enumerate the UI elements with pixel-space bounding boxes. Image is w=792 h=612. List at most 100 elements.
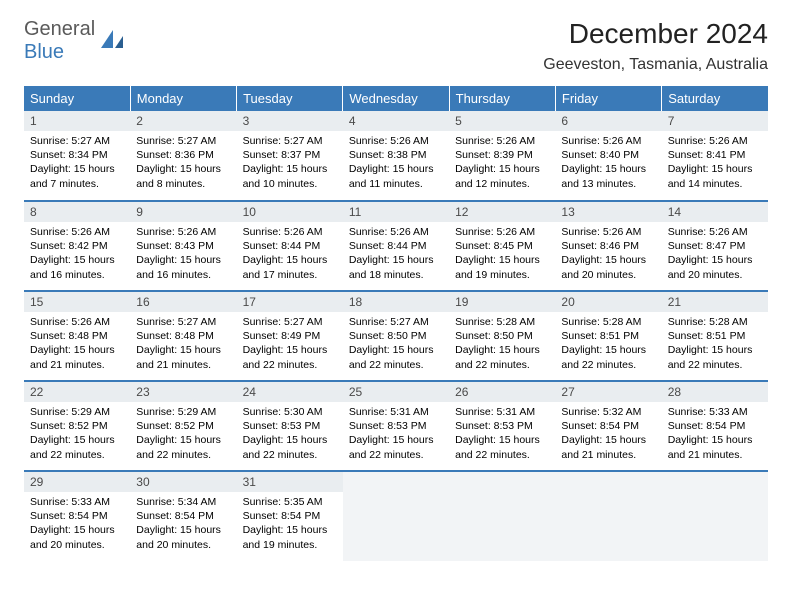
day-number: 22 xyxy=(24,382,130,402)
day-details: Sunrise: 5:32 AMSunset: 8:54 PMDaylight:… xyxy=(555,402,661,468)
day-details: Sunrise: 5:30 AMSunset: 8:53 PMDaylight:… xyxy=(237,402,343,468)
day-number: 5 xyxy=(449,111,555,131)
day-details: Sunrise: 5:27 AMSunset: 8:50 PMDaylight:… xyxy=(343,312,449,378)
day-details: Sunrise: 5:26 AMSunset: 8:38 PMDaylight:… xyxy=(343,131,449,197)
calendar-cell: 2Sunrise: 5:27 AMSunset: 8:36 PMDaylight… xyxy=(130,111,236,201)
calendar-cell: 31Sunrise: 5:35 AMSunset: 8:54 PMDayligh… xyxy=(237,471,343,561)
weekday-header: Sunday xyxy=(24,86,130,111)
calendar-table: Sunday Monday Tuesday Wednesday Thursday… xyxy=(24,86,768,561)
calendar-cell: 25Sunrise: 5:31 AMSunset: 8:53 PMDayligh… xyxy=(343,381,449,471)
day-details: Sunrise: 5:27 AMSunset: 8:48 PMDaylight:… xyxy=(130,312,236,378)
day-details: Sunrise: 5:26 AMSunset: 8:39 PMDaylight:… xyxy=(449,131,555,197)
day-details: Sunrise: 5:28 AMSunset: 8:50 PMDaylight:… xyxy=(449,312,555,378)
day-details: Sunrise: 5:35 AMSunset: 8:54 PMDaylight:… xyxy=(237,492,343,558)
calendar-cell: 24Sunrise: 5:30 AMSunset: 8:53 PMDayligh… xyxy=(237,381,343,471)
calendar-row: 29Sunrise: 5:33 AMSunset: 8:54 PMDayligh… xyxy=(24,471,768,561)
day-number: 4 xyxy=(343,111,449,131)
calendar-cell: 5Sunrise: 5:26 AMSunset: 8:39 PMDaylight… xyxy=(449,111,555,201)
day-number: 7 xyxy=(662,111,768,131)
calendar-cell: 21Sunrise: 5:28 AMSunset: 8:51 PMDayligh… xyxy=(662,291,768,381)
logo: General Blue xyxy=(24,18,127,64)
day-details: Sunrise: 5:29 AMSunset: 8:52 PMDaylight:… xyxy=(130,402,236,468)
day-details: Sunrise: 5:26 AMSunset: 8:42 PMDaylight:… xyxy=(24,222,130,288)
calendar-cell: 20Sunrise: 5:28 AMSunset: 8:51 PMDayligh… xyxy=(555,291,661,381)
day-details: Sunrise: 5:34 AMSunset: 8:54 PMDaylight:… xyxy=(130,492,236,558)
day-number: 14 xyxy=(662,202,768,222)
day-number: 11 xyxy=(343,202,449,222)
calendar-cell: 15Sunrise: 5:26 AMSunset: 8:48 PMDayligh… xyxy=(24,291,130,381)
day-details: Sunrise: 5:27 AMSunset: 8:36 PMDaylight:… xyxy=(130,131,236,197)
weekday-header: Saturday xyxy=(662,86,768,111)
day-details: Sunrise: 5:31 AMSunset: 8:53 PMDaylight:… xyxy=(449,402,555,468)
day-details: Sunrise: 5:26 AMSunset: 8:44 PMDaylight:… xyxy=(237,222,343,288)
day-number: 19 xyxy=(449,292,555,312)
calendar-body: 1Sunrise: 5:27 AMSunset: 8:34 PMDaylight… xyxy=(24,111,768,561)
title-block: December 2024 Geeveston, Tasmania, Austr… xyxy=(543,18,768,82)
calendar-cell: 18Sunrise: 5:27 AMSunset: 8:50 PMDayligh… xyxy=(343,291,449,381)
day-details: Sunrise: 5:26 AMSunset: 8:45 PMDaylight:… xyxy=(449,222,555,288)
day-number: 9 xyxy=(130,202,236,222)
day-number: 6 xyxy=(555,111,661,131)
weekday-header: Wednesday xyxy=(343,86,449,111)
weekday-header-row: Sunday Monday Tuesday Wednesday Thursday… xyxy=(24,86,768,111)
day-details: Sunrise: 5:29 AMSunset: 8:52 PMDaylight:… xyxy=(24,402,130,468)
calendar-cell xyxy=(662,471,768,561)
day-details: Sunrise: 5:27 AMSunset: 8:34 PMDaylight:… xyxy=(24,131,130,197)
day-details: Sunrise: 5:26 AMSunset: 8:43 PMDaylight:… xyxy=(130,222,236,288)
calendar-cell: 22Sunrise: 5:29 AMSunset: 8:52 PMDayligh… xyxy=(24,381,130,471)
calendar-cell: 12Sunrise: 5:26 AMSunset: 8:45 PMDayligh… xyxy=(449,201,555,291)
calendar-cell: 30Sunrise: 5:34 AMSunset: 8:54 PMDayligh… xyxy=(130,471,236,561)
day-number: 3 xyxy=(237,111,343,131)
calendar-cell: 16Sunrise: 5:27 AMSunset: 8:48 PMDayligh… xyxy=(130,291,236,381)
calendar-cell: 11Sunrise: 5:26 AMSunset: 8:44 PMDayligh… xyxy=(343,201,449,291)
day-details: Sunrise: 5:33 AMSunset: 8:54 PMDaylight:… xyxy=(24,492,130,558)
day-number: 13 xyxy=(555,202,661,222)
day-number: 2 xyxy=(130,111,236,131)
day-details: Sunrise: 5:26 AMSunset: 8:48 PMDaylight:… xyxy=(24,312,130,378)
calendar-cell xyxy=(449,471,555,561)
location: Geeveston, Tasmania, Australia xyxy=(543,56,768,74)
day-number: 30 xyxy=(130,472,236,492)
calendar-cell: 8Sunrise: 5:26 AMSunset: 8:42 PMDaylight… xyxy=(24,201,130,291)
logo-word-2: Blue xyxy=(24,41,64,63)
day-number: 26 xyxy=(449,382,555,402)
weekday-header: Tuesday xyxy=(237,86,343,111)
day-number: 20 xyxy=(555,292,661,312)
header: General Blue December 2024 Geeveston, Ta… xyxy=(24,18,768,82)
logo-word-1: General xyxy=(24,18,95,40)
day-number: 23 xyxy=(130,382,236,402)
calendar-cell: 13Sunrise: 5:26 AMSunset: 8:46 PMDayligh… xyxy=(555,201,661,291)
sail-icon xyxy=(99,28,127,55)
calendar-cell: 7Sunrise: 5:26 AMSunset: 8:41 PMDaylight… xyxy=(662,111,768,201)
day-details: Sunrise: 5:26 AMSunset: 8:44 PMDaylight:… xyxy=(343,222,449,288)
month-title: December 2024 xyxy=(543,18,768,50)
day-details: Sunrise: 5:26 AMSunset: 8:47 PMDaylight:… xyxy=(662,222,768,288)
day-number: 28 xyxy=(662,382,768,402)
calendar-cell: 19Sunrise: 5:28 AMSunset: 8:50 PMDayligh… xyxy=(449,291,555,381)
day-details: Sunrise: 5:26 AMSunset: 8:41 PMDaylight:… xyxy=(662,131,768,197)
day-number: 27 xyxy=(555,382,661,402)
day-number: 18 xyxy=(343,292,449,312)
calendar-cell xyxy=(555,471,661,561)
calendar-cell: 14Sunrise: 5:26 AMSunset: 8:47 PMDayligh… xyxy=(662,201,768,291)
day-details: Sunrise: 5:28 AMSunset: 8:51 PMDaylight:… xyxy=(662,312,768,378)
day-number: 25 xyxy=(343,382,449,402)
day-number: 12 xyxy=(449,202,555,222)
day-details: Sunrise: 5:33 AMSunset: 8:54 PMDaylight:… xyxy=(662,402,768,468)
calendar-row: 8Sunrise: 5:26 AMSunset: 8:42 PMDaylight… xyxy=(24,201,768,291)
calendar-row: 15Sunrise: 5:26 AMSunset: 8:48 PMDayligh… xyxy=(24,291,768,381)
day-details: Sunrise: 5:28 AMSunset: 8:51 PMDaylight:… xyxy=(555,312,661,378)
day-number: 15 xyxy=(24,292,130,312)
calendar-row: 1Sunrise: 5:27 AMSunset: 8:34 PMDaylight… xyxy=(24,111,768,201)
calendar-cell: 10Sunrise: 5:26 AMSunset: 8:44 PMDayligh… xyxy=(237,201,343,291)
day-number: 16 xyxy=(130,292,236,312)
day-details: Sunrise: 5:31 AMSunset: 8:53 PMDaylight:… xyxy=(343,402,449,468)
calendar-cell: 17Sunrise: 5:27 AMSunset: 8:49 PMDayligh… xyxy=(237,291,343,381)
day-details: Sunrise: 5:26 AMSunset: 8:46 PMDaylight:… xyxy=(555,222,661,288)
day-number: 17 xyxy=(237,292,343,312)
weekday-header: Thursday xyxy=(449,86,555,111)
calendar-cell: 23Sunrise: 5:29 AMSunset: 8:52 PMDayligh… xyxy=(130,381,236,471)
calendar-cell: 6Sunrise: 5:26 AMSunset: 8:40 PMDaylight… xyxy=(555,111,661,201)
calendar-row: 22Sunrise: 5:29 AMSunset: 8:52 PMDayligh… xyxy=(24,381,768,471)
day-details: Sunrise: 5:27 AMSunset: 8:37 PMDaylight:… xyxy=(237,131,343,197)
